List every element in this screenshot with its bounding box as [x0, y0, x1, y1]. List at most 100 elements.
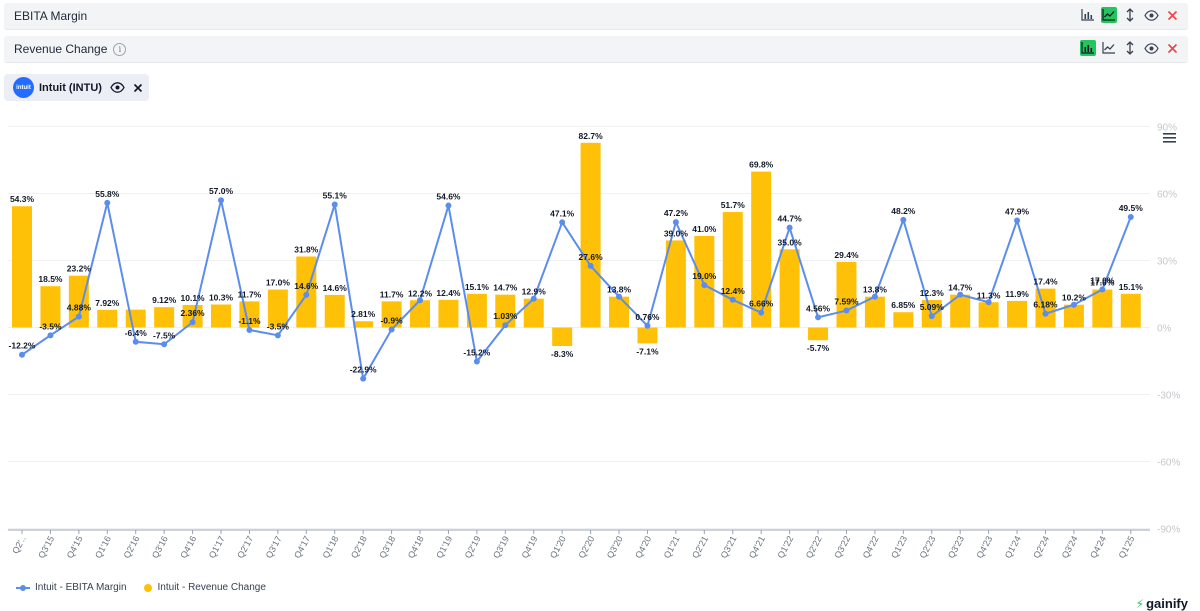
bar [722, 212, 743, 328]
eye-icon[interactable] [1143, 40, 1159, 56]
eye-icon[interactable] [110, 82, 125, 93]
line-chart-icon[interactable] [1101, 7, 1117, 23]
line-point [701, 282, 708, 289]
bar [694, 235, 715, 328]
x-tick-label: Q4'19 [520, 534, 540, 560]
line-point [871, 293, 878, 300]
x-tick-label: Q4'16 [178, 534, 198, 560]
line-chart-icon[interactable] [1101, 40, 1117, 56]
bar [609, 296, 630, 328]
x-tick-label: Q3'21 [719, 534, 739, 560]
line-point [1042, 310, 1049, 317]
metric-title: EBITA Margin [14, 9, 88, 23]
line-data-label: -1.1% [238, 316, 261, 326]
line-point [360, 375, 367, 382]
line-data-label: -3.5% [267, 321, 290, 331]
line-point [1127, 213, 1134, 220]
line-data-label: 55.8% [95, 189, 120, 199]
line-data-label: -6.4% [125, 328, 148, 338]
resize-vertical-icon[interactable] [1122, 40, 1138, 56]
company-chip[interactable]: intuit Intuit (INTU) [4, 74, 149, 101]
x-tick-label: Q2'22 [804, 534, 824, 560]
x-tick-label: Q3'20 [605, 534, 625, 560]
resize-vertical-icon[interactable] [1122, 7, 1138, 23]
x-tick-label: Q2'.. [10, 534, 28, 555]
bar-data-label: 39.0% [664, 228, 689, 238]
x-axis: Q2'.. Q3'15 Q4'15 Q1'16 Q2'16 Q3'16 Q4'16 Q1'17… [8, 529, 1150, 560]
bar [353, 321, 374, 328]
line-point [758, 309, 765, 316]
line-data-label: 55.1% [323, 190, 348, 200]
line-point [729, 296, 736, 303]
x-tick-label: Q3'16 [150, 534, 170, 560]
bar [97, 309, 118, 328]
line-point [132, 338, 139, 345]
bar [978, 302, 999, 328]
eye-icon[interactable] [1143, 7, 1159, 23]
x-tick-label: Q2'18 [349, 534, 369, 560]
line-point [246, 326, 253, 333]
y-tick-label: -60% [1157, 458, 1180, 469]
line-data-label: 54.6% [436, 192, 461, 202]
x-tick-label: Q4'20 [633, 534, 653, 560]
bar-data-label: 54.3% [10, 194, 35, 204]
x-tick-label: Q1'22 [775, 534, 795, 560]
x-tick-label: Q2'19 [463, 534, 483, 560]
x-tick-label: Q1'18 [321, 534, 341, 560]
line-data-label: 0.76% [635, 312, 660, 322]
bar-data-label: 6.85% [891, 300, 916, 310]
legend-item-revenue[interactable]: Intuit - Revenue Change [143, 582, 266, 593]
chart-legend: Intuit - EBITA Margin Intuit - Revenue C… [16, 582, 266, 593]
bar-data-label: 10.1% [181, 293, 206, 303]
line-point [815, 314, 822, 321]
chart-menu-icon[interactable] [1163, 133, 1176, 143]
line-point [445, 202, 452, 209]
line-point [104, 199, 111, 206]
bar-data-label: 14.7% [948, 283, 973, 293]
bar-data-label: 51.7% [721, 200, 746, 210]
bar-data-label: 13.8% [607, 285, 632, 295]
bar-data-label: 2.81% [351, 309, 376, 319]
bar [808, 327, 829, 341]
line-point [473, 358, 480, 365]
x-tick-label: Q3'17 [264, 534, 284, 560]
line-point [218, 197, 225, 204]
line-point [1099, 286, 1106, 293]
bar-series [12, 142, 1141, 347]
bar [665, 240, 686, 328]
y-tick-label: 30% [1157, 257, 1177, 268]
bar [40, 286, 61, 328]
x-tick-label: Q1'20 [548, 534, 568, 560]
bar-data-label: 12.4% [436, 288, 461, 298]
line-point [786, 224, 793, 231]
bar-chart-icon[interactable] [1080, 7, 1096, 23]
line-data-label: 47.2% [664, 208, 689, 218]
close-icon[interactable] [1164, 40, 1180, 56]
y-axis: 90% 60% 30% 0% -30% -60% -90% [1157, 123, 1180, 536]
x-tick-label: Q3'22 [832, 534, 852, 560]
line-point [928, 313, 935, 320]
line-point [843, 307, 850, 314]
x-tick-label: Q4'23 [974, 534, 994, 560]
line-data-label: 49.5% [1119, 203, 1144, 213]
line-data-label: -3.5% [39, 321, 62, 331]
bar-data-label: 41.0% [692, 224, 717, 234]
info-icon[interactable]: i [113, 42, 127, 56]
line-data-label: 12.4% [721, 286, 746, 296]
bar-data-label: 35.0% [778, 237, 803, 247]
bar [211, 304, 232, 328]
bar-data-label: 23.2% [67, 264, 92, 274]
close-icon[interactable] [133, 83, 143, 93]
legend-item-ebita[interactable]: Intuit - EBITA Margin [16, 582, 127, 593]
x-tick-label: Q2'23 [918, 534, 938, 560]
bar-data-label: 17.0% [1090, 278, 1115, 288]
line-point [75, 313, 82, 320]
close-icon[interactable] [1164, 7, 1180, 23]
bar [324, 294, 345, 328]
line-data-label: 47.1% [550, 208, 575, 218]
bar-chart-icon[interactable] [1080, 40, 1096, 56]
x-tick-label: Q4'17 [292, 534, 312, 560]
line-point [189, 319, 196, 326]
data-labels: 54.3% 18.5% 23.2% 7.92% 9.12% 10.1% 10.3% 11.7%… [9, 131, 1144, 375]
line-point [587, 262, 594, 269]
